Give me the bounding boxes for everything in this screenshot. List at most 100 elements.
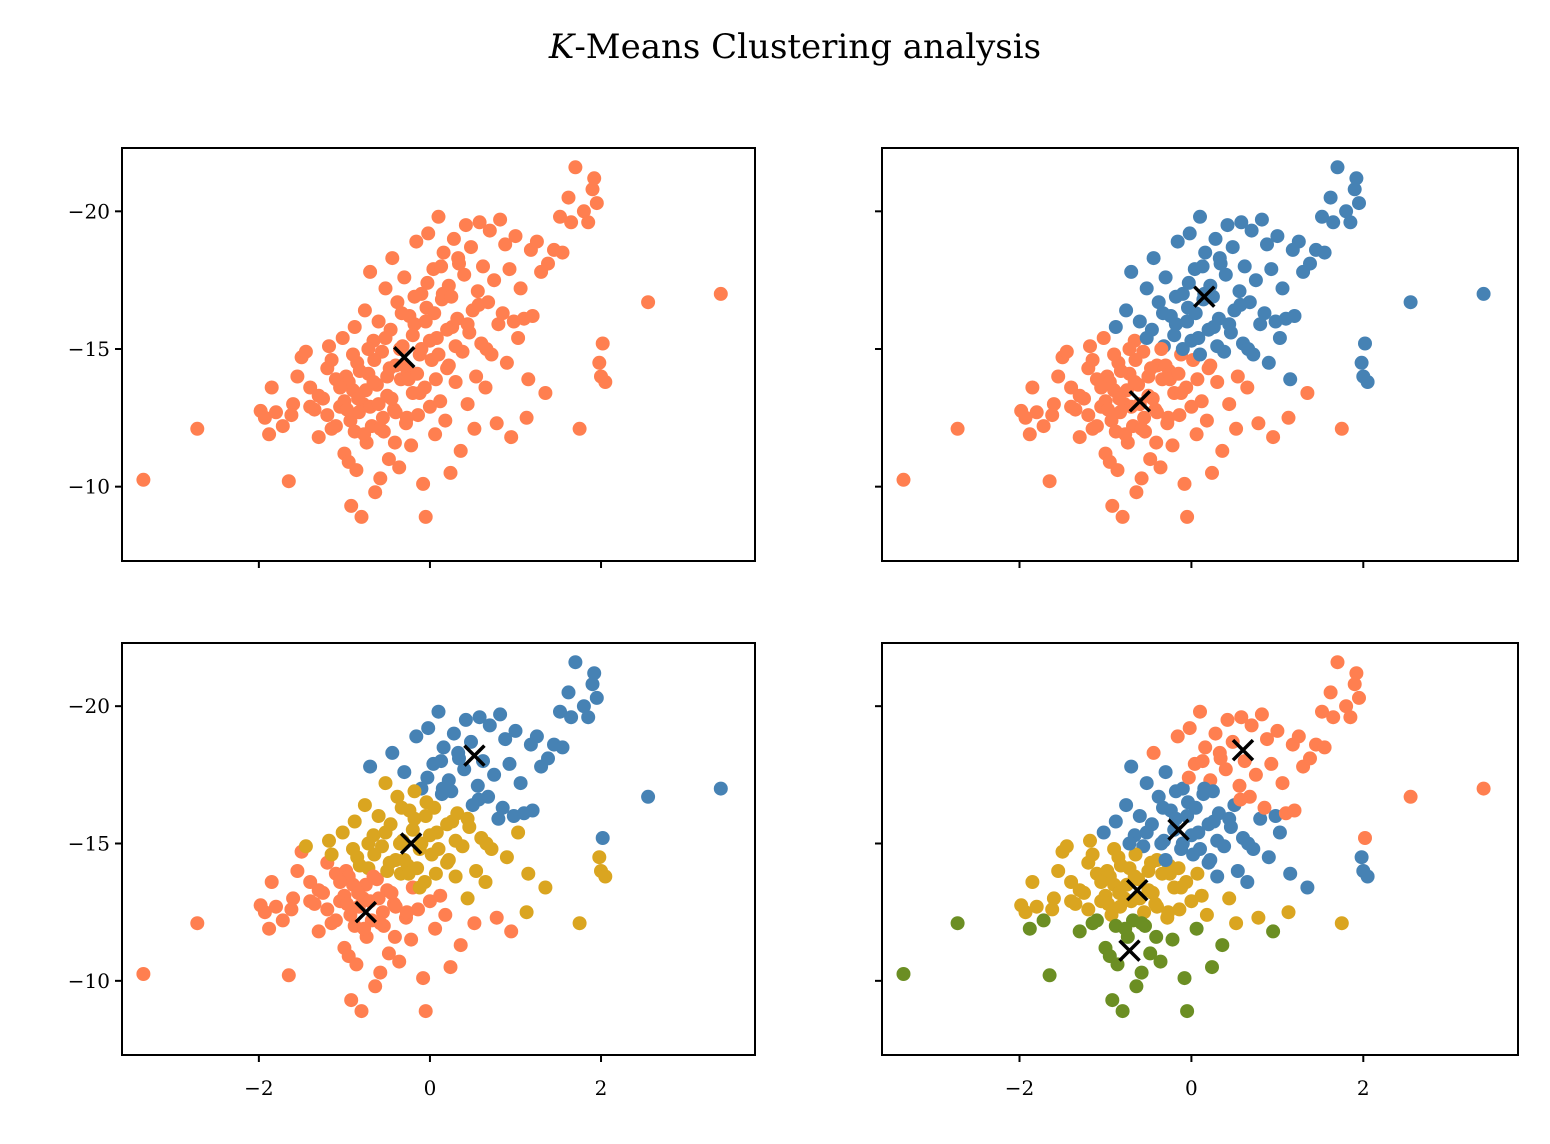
data-point bbox=[438, 907, 453, 922]
data-point bbox=[388, 405, 403, 420]
data-point bbox=[1281, 905, 1296, 920]
data-point bbox=[504, 430, 519, 445]
data-point bbox=[311, 430, 326, 445]
data-point bbox=[428, 921, 443, 936]
data-point bbox=[1168, 317, 1183, 332]
data-point bbox=[1101, 896, 1115, 911]
data-point bbox=[433, 394, 448, 409]
data-point bbox=[1143, 452, 1158, 467]
data-point bbox=[1168, 784, 1183, 799]
data-point bbox=[1064, 894, 1079, 909]
data-point bbox=[1230, 369, 1245, 384]
data-point bbox=[1022, 427, 1037, 442]
data-point bbox=[499, 355, 514, 370]
data-point bbox=[409, 234, 424, 249]
data-point bbox=[538, 386, 553, 400]
data-point bbox=[1181, 275, 1196, 290]
data-point bbox=[472, 215, 487, 230]
y-tick-label: −20 bbox=[68, 694, 110, 718]
data-point bbox=[407, 317, 422, 332]
data-point bbox=[1270, 723, 1285, 738]
data-point bbox=[1210, 869, 1225, 884]
data-point bbox=[1358, 336, 1372, 351]
data-point bbox=[1177, 476, 1192, 491]
data-point bbox=[354, 1004, 369, 1019]
data-point bbox=[434, 259, 449, 274]
data-point bbox=[1199, 907, 1214, 922]
data-point bbox=[1283, 372, 1298, 387]
data-point bbox=[431, 704, 446, 719]
data-point bbox=[446, 726, 461, 741]
data-point bbox=[378, 825, 393, 840]
data-point bbox=[1257, 306, 1272, 321]
data-point bbox=[1046, 891, 1061, 906]
data-point bbox=[344, 993, 359, 1008]
data-point bbox=[555, 740, 570, 755]
data-point bbox=[311, 388, 326, 403]
data-point bbox=[1022, 921, 1037, 936]
data-point bbox=[444, 784, 459, 799]
data-point bbox=[519, 410, 534, 425]
data-point bbox=[471, 297, 486, 312]
data-point bbox=[1127, 375, 1142, 389]
data-point bbox=[427, 800, 442, 815]
x-tick-label: −2 bbox=[244, 1076, 273, 1100]
data-point bbox=[1059, 344, 1074, 359]
data-point bbox=[368, 979, 383, 994]
data-point bbox=[576, 699, 591, 714]
data-point bbox=[1287, 803, 1302, 818]
data-point bbox=[478, 875, 493, 889]
data-point bbox=[320, 408, 335, 423]
data-point bbox=[311, 924, 326, 939]
data-point bbox=[1198, 740, 1213, 755]
data-point bbox=[286, 891, 301, 906]
data-point bbox=[1205, 465, 1219, 480]
data-point bbox=[1119, 798, 1134, 813]
data-point bbox=[1171, 366, 1186, 381]
data-point bbox=[1203, 853, 1218, 867]
data-point bbox=[1175, 342, 1190, 356]
data-point bbox=[434, 754, 449, 769]
data-point bbox=[489, 910, 504, 925]
data-point bbox=[411, 408, 425, 423]
data-point bbox=[431, 842, 446, 856]
axes-frame bbox=[121, 147, 756, 562]
data-point bbox=[1317, 740, 1332, 755]
data-point bbox=[508, 229, 523, 244]
data-point bbox=[1161, 410, 1176, 425]
data-point bbox=[498, 732, 513, 747]
data-point bbox=[1046, 397, 1061, 412]
subplot-k2 bbox=[875, 147, 1519, 568]
data-point bbox=[589, 196, 604, 211]
data-point bbox=[1110, 463, 1125, 478]
data-point bbox=[262, 921, 277, 936]
data-point bbox=[422, 828, 437, 843]
data-point bbox=[1240, 875, 1255, 889]
subplot-k3: −20−15−10−2 0 2 bbox=[68, 642, 756, 1100]
data-point bbox=[436, 245, 451, 260]
data-point bbox=[1085, 353, 1100, 367]
data-point bbox=[581, 710, 596, 725]
data-point bbox=[411, 902, 425, 917]
x-tick-label: 2 bbox=[595, 1076, 608, 1100]
data-point bbox=[412, 880, 427, 895]
data-point bbox=[950, 916, 965, 931]
data-point bbox=[1343, 215, 1358, 230]
centroid-marker bbox=[393, 346, 416, 369]
data-point bbox=[1244, 223, 1259, 238]
data-point bbox=[375, 905, 390, 920]
data-point bbox=[1188, 306, 1203, 321]
data-point bbox=[1303, 256, 1317, 271]
data-point bbox=[1145, 885, 1160, 900]
data-point bbox=[394, 800, 409, 815]
data-point bbox=[1195, 259, 1210, 274]
data-point bbox=[1137, 410, 1152, 425]
data-point bbox=[438, 413, 453, 428]
data-point bbox=[561, 685, 576, 700]
data-point bbox=[392, 954, 407, 969]
data-point bbox=[1089, 913, 1104, 928]
data-point bbox=[564, 710, 579, 725]
data-point bbox=[1215, 443, 1230, 458]
data-point bbox=[335, 825, 350, 840]
